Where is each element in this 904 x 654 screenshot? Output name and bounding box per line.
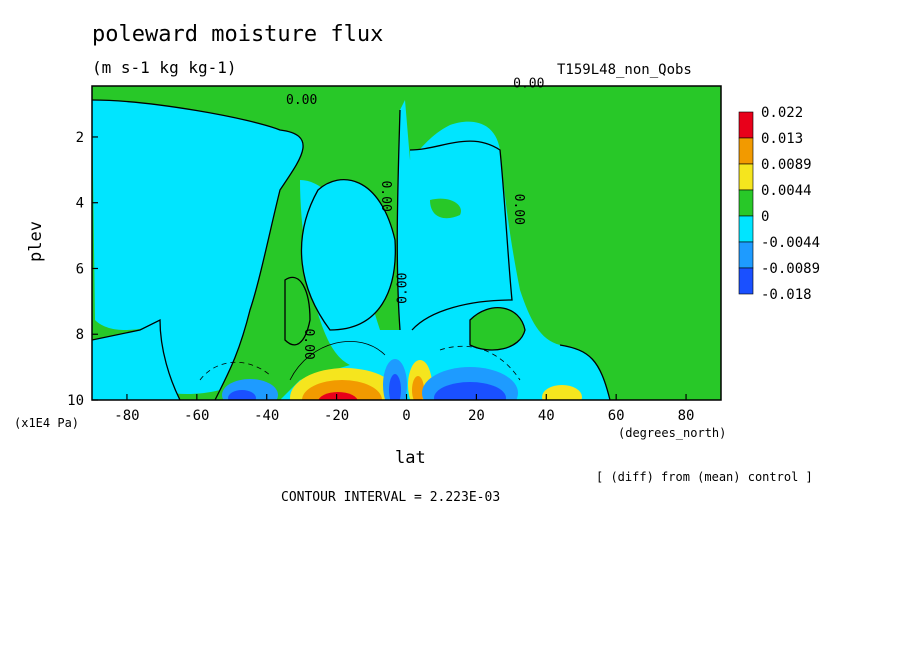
chart-units: (m s-1 kg kg-1) bbox=[92, 58, 237, 77]
x-axis: -80 -60 -40 -20 0 20 40 60 80 bbox=[114, 394, 694, 424]
y-tick-label: 2 bbox=[76, 130, 84, 146]
x-tick-label: 40 bbox=[538, 408, 555, 424]
contour-label: 0.00 bbox=[513, 77, 544, 92]
run-label: T159L48_non_Qobs bbox=[557, 62, 692, 78]
legend-swatch bbox=[738, 241, 754, 269]
contour-interval: CONTOUR INTERVAL = 2.223E-03 bbox=[281, 490, 501, 505]
legend-label: 0 bbox=[761, 209, 769, 225]
x-tick-label: 80 bbox=[678, 408, 695, 424]
legend-swatch bbox=[738, 267, 754, 295]
y-axis-unit: (x1E4 Pa) bbox=[14, 416, 80, 430]
legend-swatch bbox=[738, 163, 754, 191]
x-axis-unit: (degrees_north) bbox=[618, 426, 727, 440]
x-axis-label: lat bbox=[395, 448, 426, 468]
x-tick-label: 20 bbox=[468, 408, 485, 424]
diff-note: [ (diff) from (mean) control ] bbox=[596, 470, 813, 484]
x-tick-label: -40 bbox=[254, 408, 279, 424]
flux-field bbox=[92, 86, 721, 400]
contour-label: 0.00 bbox=[511, 194, 526, 225]
chart-title: poleward moisture flux bbox=[92, 22, 384, 47]
y-tick-label: 8 bbox=[76, 327, 84, 343]
legend-label: 0.0089 bbox=[761, 157, 812, 173]
x-tick-label: -60 bbox=[184, 408, 209, 424]
y-tick-label: 6 bbox=[76, 261, 84, 277]
x-tick-label: 60 bbox=[608, 408, 625, 424]
y-tick-label: 4 bbox=[76, 196, 84, 212]
legend-swatch bbox=[738, 137, 754, 165]
contour-lines bbox=[92, 99, 611, 400]
contour-label: 0.00 bbox=[396, 273, 411, 304]
legend-swatch bbox=[738, 111, 754, 139]
color-legend: 0.022 0.013 0.0089 0.0044 0 -0.0044 -0.0089 -0.… bbox=[738, 105, 820, 303]
legend-label: 0.0044 bbox=[761, 183, 812, 199]
legend-label: 0.013 bbox=[761, 131, 803, 147]
contour-label: 0.00 bbox=[286, 93, 317, 108]
x-tick-label: -20 bbox=[324, 408, 349, 424]
legend-swatch bbox=[738, 189, 754, 217]
legend-label: -0.0044 bbox=[761, 235, 820, 251]
contour-label: 0.00 bbox=[301, 328, 316, 359]
contour-label: 0.00 bbox=[378, 180, 393, 211]
y-tick-label: 10 bbox=[67, 393, 84, 409]
legend-label: -0.018 bbox=[761, 287, 812, 303]
x-tick-label: 0 bbox=[402, 408, 410, 424]
legend-label: -0.0089 bbox=[761, 261, 820, 277]
x-tick-label: -80 bbox=[114, 408, 139, 424]
contour-labels: 0.00 0.00 0.00 0.00 0.00 0.00 bbox=[286, 77, 544, 360]
legend-label: 0.022 bbox=[761, 105, 803, 121]
legend-swatch bbox=[738, 215, 754, 243]
y-axis: 2 4 6 8 10 bbox=[67, 130, 98, 409]
